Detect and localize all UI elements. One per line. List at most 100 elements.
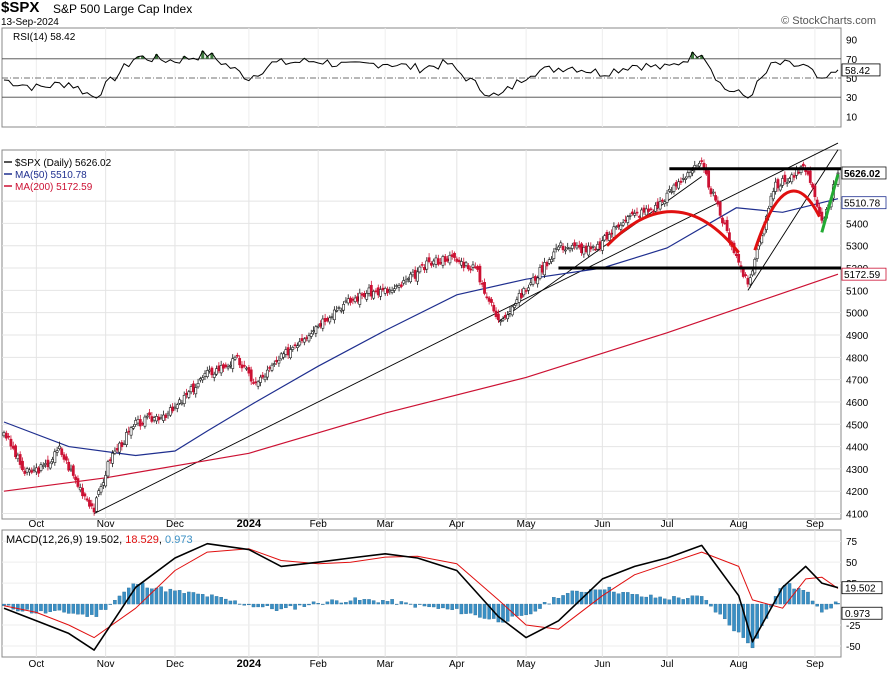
candle-body (342, 303, 346, 311)
candle-body (393, 288, 396, 291)
macd-histogram-bar (658, 596, 662, 605)
candle-body (187, 391, 191, 398)
candle-body (390, 290, 394, 293)
macd-histogram-bar (681, 599, 685, 605)
candle-body (471, 264, 475, 268)
macd-histogram-bar (237, 603, 242, 605)
candle-body (506, 314, 510, 320)
price-last-label: 5172.59 (844, 270, 881, 281)
macd-x-tick-label: 2024 (237, 658, 262, 670)
macd-histogram-bar (196, 593, 200, 605)
candle-body (159, 417, 163, 420)
macd-histogram-bar (727, 603, 732, 626)
candle-body (376, 287, 380, 296)
candle-body (621, 222, 625, 226)
candle-body (261, 374, 265, 378)
macd-histogram-bar (408, 603, 413, 605)
candle-body (774, 181, 778, 192)
candle-body (647, 208, 650, 212)
candle-body (402, 280, 406, 284)
macd-histogram-bar (607, 586, 612, 605)
macd-histogram-bar (242, 603, 247, 606)
macd-x-tick-label: Jun (594, 659, 610, 670)
candle-body (203, 373, 207, 377)
candle-body (649, 208, 653, 211)
price-tick-label: 4100 (846, 510, 869, 521)
candle-body (97, 490, 101, 495)
macd-signal-line (3, 548, 839, 639)
macd-histogram-bar (565, 593, 570, 605)
candle-body (573, 242, 577, 247)
price-x-tick-label: Mar (377, 519, 395, 530)
rsi-tick-label: 90 (846, 36, 858, 47)
macd-histogram-bar (792, 588, 796, 605)
candle-body (25, 468, 29, 473)
macd-histogram-bar (362, 599, 367, 605)
candle-body (677, 181, 680, 189)
candle-body (229, 364, 232, 367)
candle-body (670, 191, 674, 193)
candle-body (457, 259, 461, 263)
candle-body (536, 277, 540, 285)
candle-body (224, 364, 228, 368)
macd-histogram-bar (371, 600, 376, 605)
candle-body (164, 414, 168, 418)
candle-body (173, 406, 177, 409)
candle-body (104, 475, 108, 487)
candle-body (661, 199, 664, 202)
price-tick-label: 5100 (846, 286, 869, 297)
price-legend-item: MA(200) 5172.59 (15, 182, 93, 193)
macd-histogram-bar (542, 602, 547, 605)
macd-histogram-bar (644, 596, 648, 605)
macd-histogram-bar (353, 597, 357, 605)
candle-body (603, 235, 607, 241)
candle-body (744, 274, 747, 276)
macd-histogram-bar (381, 600, 385, 605)
macd-histogram-bar (829, 603, 833, 609)
candle-body (473, 266, 477, 269)
candle-body (69, 468, 73, 471)
macd-histogram-bar (427, 603, 431, 608)
candle-body (46, 459, 50, 468)
candle-body (76, 478, 80, 487)
macd-histogram-bar (404, 602, 408, 605)
candle-body (118, 442, 121, 453)
macd-legend-sep: , (159, 534, 165, 546)
macd-last-label: 19.502 (845, 584, 876, 595)
candle-body (180, 402, 184, 405)
candle-body (679, 180, 683, 183)
candle-body (596, 244, 600, 250)
candle-body (795, 169, 798, 176)
price-x-tick-label: Apr (449, 519, 465, 530)
macd-histogram-bar (602, 589, 607, 605)
candle-body (755, 248, 759, 259)
candle-body (395, 285, 399, 287)
macd-histogram-bar (584, 591, 588, 605)
macd-histogram-bar (455, 603, 459, 609)
macd-x-tick-label: Mar (377, 659, 395, 670)
candle-body (196, 383, 200, 388)
candle-body (298, 341, 302, 346)
macd-last-label: 0.973 (845, 609, 870, 620)
candle-body (522, 288, 526, 296)
candle-body (441, 256, 445, 266)
candle-body (450, 254, 454, 257)
candle-body (792, 175, 796, 178)
candle-body (115, 448, 119, 451)
candle-body (453, 252, 456, 258)
candle-body (372, 291, 376, 299)
macd-histogram-bar (690, 595, 695, 605)
price-last-label: 5510.78 (844, 199, 881, 210)
candle-body (330, 316, 334, 318)
candle-body (563, 249, 567, 252)
macd-histogram-bar (348, 600, 353, 605)
candle-body (157, 416, 161, 421)
candle-body (418, 266, 422, 273)
chart-name: S&P 500 Large Cap Index (53, 2, 193, 16)
candle-body (284, 349, 288, 355)
macd-x-tick-label: Aug (730, 659, 748, 670)
candle-body (612, 226, 616, 238)
candle-body (353, 297, 357, 303)
candle-body (168, 407, 172, 416)
